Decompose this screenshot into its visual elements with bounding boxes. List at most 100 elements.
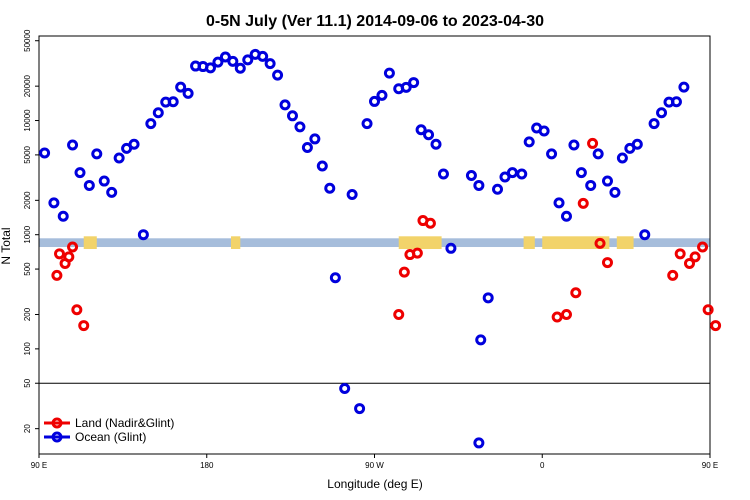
ocean-point [91,148,103,160]
ocean-point [575,167,587,179]
ocean-point [546,148,558,160]
land-point [398,266,410,278]
ocean-point [264,58,276,70]
ocean-point [678,81,690,93]
y-tick-label: 5000 [23,145,32,163]
ocean-point [616,152,628,164]
x-tick-label: 90 E [702,461,718,470]
land-point [594,237,606,249]
ocean-point [639,229,651,241]
ocean-point [361,118,373,130]
ocean-point [445,242,457,254]
ocean-point [309,133,321,145]
land-point [587,137,599,149]
land-point [702,304,714,316]
ocean-point [182,87,194,99]
land-point [551,311,563,323]
band-strip [39,238,710,248]
x-axis-label: Longitude (deg E) [327,477,422,491]
y-tick-label: 200 [23,307,32,321]
ocean-point [279,99,291,111]
ocean-point [473,179,485,191]
ocean-point [499,171,511,183]
x-tick-label: 90 W [365,461,384,470]
ocean-point [113,152,125,164]
land-point [697,241,709,253]
ocean-point [294,121,306,133]
legend-label-ocean: Ocean (Glint) [75,430,146,444]
land-point [689,251,701,263]
ocean-point [128,138,140,150]
land-point [67,241,79,253]
land-point [78,320,90,332]
ocean-point [286,110,298,122]
ocean-point [670,96,682,108]
ocean-point [475,334,487,346]
ocean-point [67,139,79,151]
ocean-point [346,188,358,200]
ocean-point [482,292,494,304]
ocean-point [175,81,187,93]
y-tick-label: 50000 [23,29,32,52]
ocean-point [423,129,435,141]
band-land-segment [523,236,535,250]
y-tick-label: 20000 [23,74,32,97]
ocean-point [167,96,179,108]
ocean-point [656,107,668,119]
ocean-point [553,197,565,209]
x-axis-ticks: 90 E 180 90 W 0 90 E [31,454,718,470]
ocean-point [339,382,351,394]
land-point [63,251,75,263]
ocean-point [39,147,51,159]
y-axis-label: N Total [0,227,13,264]
x-tick-label: 0 [540,461,545,470]
y-tick-label: 500 [23,262,32,276]
ocean-point [145,118,157,130]
land-point [71,304,83,316]
y-tick-label: 10000 [23,109,32,132]
ocean-point [137,229,149,241]
y-tick-label: 1000 [23,225,32,243]
ocean-point [219,51,231,63]
ocean-point [204,62,216,74]
y-tick-label: 2000 [23,191,32,209]
ocean-point [83,179,95,191]
ocean-point [324,182,336,194]
coverage-band [39,236,710,250]
ocean-point [376,89,388,101]
y-tick-label: 100 [23,342,32,356]
ocean-point [585,179,597,191]
ocean-point [383,67,395,79]
ocean-point [631,138,643,150]
ocean-point [473,437,485,449]
y-axis-ticks: 20 50 100 200 500 1000 2000 5000 10000 20000 50000 [23,29,39,433]
land-point [424,217,436,229]
ocean-point [74,167,86,179]
ocean-point [98,175,110,187]
land-point [577,197,589,209]
ocean-point [152,107,164,119]
band-land-segment [398,236,442,250]
ocean-point [492,183,504,195]
ocean-point [57,210,69,222]
ocean-point [648,118,660,130]
data-points [39,48,722,449]
ocean-point [516,168,528,180]
ocean-point [354,403,366,415]
legend-label-land: Land (Nadir&Glint) [75,416,174,430]
ocean-point [506,167,518,179]
ocean-point [408,77,420,89]
legend-marker-ocean [51,431,63,443]
ocean-point [316,160,328,172]
land-point [667,269,679,281]
ocean-point [212,56,224,68]
ocean-point [415,124,427,136]
ocean-point [369,95,380,107]
land-point [393,309,405,321]
land-point [51,269,63,281]
land-point [710,320,722,332]
ocean-point [568,139,580,151]
land-point [411,247,423,259]
x-tick-label: 180 [200,461,214,470]
